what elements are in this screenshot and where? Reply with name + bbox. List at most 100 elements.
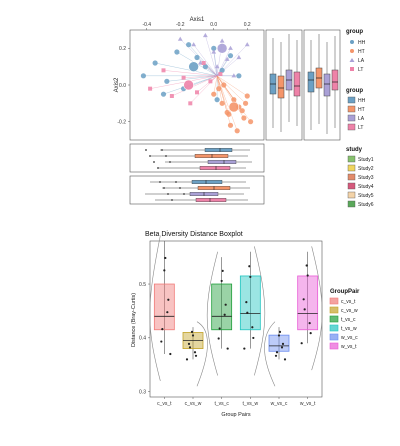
centroid-LA — [216, 43, 228, 54]
segment-LT — [190, 75, 218, 104]
jitter-point-w_vs_t — [302, 298, 305, 301]
x-tick-label: 0.2 — [244, 22, 251, 28]
pair-label: c_vs_t — [341, 299, 356, 305]
jitter-point-t_vs_w — [249, 275, 252, 279]
legend-study: study Study1Study2Study3Study4Study5Stud… — [346, 147, 374, 208]
jitter-point-c_vs_w — [193, 351, 197, 354]
pair-label: t_vs_w — [341, 326, 357, 332]
x-tick-label: w_vs_c — [271, 401, 288, 407]
outlier — [149, 155, 151, 157]
centroid-LT — [183, 79, 194, 91]
jitter-point-w_vs_t — [300, 342, 303, 345]
legend-label: HT — [358, 107, 365, 113]
right-box-LT-box — [293, 71, 301, 97]
outlier — [171, 199, 173, 201]
point-LA — [214, 64, 220, 69]
point-LA — [231, 73, 237, 78]
legend-grouppair: GroupPair c_vs_t c_vs_w t_vs_c t_vs_w w_vs_c… — [329, 289, 360, 350]
jitter-point-t_vs_w — [248, 265, 251, 268]
jitter-point-w_vs_c — [275, 351, 279, 354]
jitter-point-t_vs_w — [243, 347, 246, 350]
point-HT — [234, 128, 240, 134]
bottom-boxplots — [129, 143, 265, 205]
y-tick-label: 0.5 — [139, 282, 146, 288]
jitter-point-t_vs_c — [218, 327, 221, 330]
jitter-point-c_vs_t — [169, 352, 172, 356]
bottom-box-LT-box — [199, 165, 231, 170]
study-swatch — [347, 164, 356, 172]
legend-item: HH — [347, 96, 366, 104]
x-axis-label: Group Pairs — [221, 412, 251, 418]
legend-title: group — [346, 29, 363, 35]
study-swatch — [347, 200, 356, 208]
x-tick-label: -0.2 — [176, 22, 185, 28]
jitter-point-t_vs_c — [223, 313, 226, 316]
segment-LA — [193, 44, 218, 76]
point-HH — [219, 67, 225, 73]
point-LA — [177, 36, 183, 41]
study-label: Study2 — [358, 166, 374, 172]
legend-item: LT — [347, 123, 363, 131]
study-legend-items: Study1 Study2 Study3 Study4 Study5 Study6 — [347, 155, 374, 208]
box-t_vs_w — [239, 275, 261, 331]
outlier — [169, 161, 171, 163]
beta-boxes — [149, 235, 323, 387]
y-ticks-left: 0.2 0.0 -0.2 — [117, 46, 130, 125]
point-LT — [208, 79, 213, 84]
jitter-point-c_vs_t — [164, 256, 167, 260]
pair-swatch — [329, 315, 339, 323]
segment-LA — [213, 51, 218, 76]
point-HH — [236, 73, 242, 79]
beta-y-ticks: 0.5 0.4 0.3 — [139, 282, 150, 395]
outlier — [153, 161, 155, 163]
point-LT — [181, 75, 186, 80]
point-HT — [216, 86, 222, 92]
segment-LT — [171, 75, 218, 97]
point-HH — [174, 49, 180, 55]
violin-c_vs_w — [196, 321, 208, 387]
bottom-box-HT-box — [194, 153, 229, 158]
point-HT — [226, 111, 232, 117]
legend-label: LT — [358, 67, 363, 73]
box-w_vs_t — [297, 275, 319, 331]
outlier — [179, 187, 181, 189]
jitter-point-w_vs_c — [283, 358, 287, 361]
jitter-point-c_vs_t — [160, 340, 163, 343]
segment-HT — [216, 75, 248, 97]
violin-w_vs_c — [264, 321, 276, 387]
violin-t_vs_c — [206, 251, 218, 376]
box-w_vs_c — [268, 334, 290, 352]
jitter-point-c_vs_w — [190, 330, 194, 334]
x-tick-label: c_vs_t — [157, 401, 172, 407]
outlier — [167, 193, 169, 195]
legend-item: LA — [347, 114, 365, 122]
point-HH — [140, 73, 146, 79]
point-HH — [194, 54, 200, 61]
x-tick-label: w_vs_t — [300, 401, 316, 407]
point-HH — [152, 60, 158, 66]
point-HH — [227, 53, 234, 59]
point-LA — [202, 32, 208, 38]
segment-HH — [166, 75, 218, 82]
right-box-group — [269, 34, 339, 134]
segment-LA — [200, 62, 218, 77]
segment-LT — [163, 70, 218, 77]
pair-label: w_vs_t — [341, 344, 357, 350]
study-swatch — [347, 191, 356, 199]
point-LA — [228, 45, 233, 50]
point-HH — [164, 78, 170, 84]
jitter-point-w_vs_t — [303, 308, 306, 311]
x-tick-label: 0.0 — [210, 22, 217, 28]
segment-HT — [213, 75, 218, 95]
pair-swatch — [329, 342, 339, 350]
point-LA — [224, 56, 230, 61]
point-LA — [219, 38, 225, 43]
scatter-points — [140, 32, 254, 134]
legend-label: HH — [358, 40, 366, 46]
violin-t_vs_w — [254, 246, 266, 376]
jitter-point-t_vs_c — [217, 337, 220, 340]
pair-swatch — [329, 297, 339, 305]
jitter-point-c_vs_t — [161, 328, 164, 331]
point-HH — [186, 42, 192, 48]
